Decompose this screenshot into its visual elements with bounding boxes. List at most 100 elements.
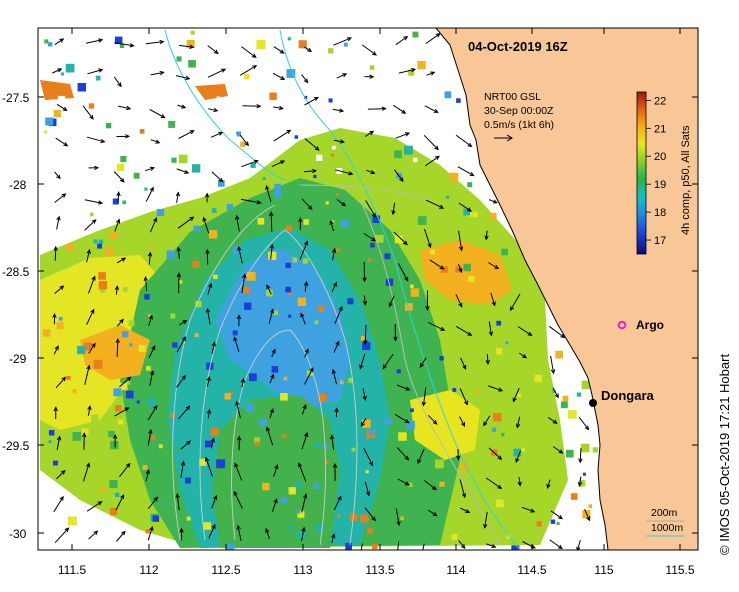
current-vector: [333, 37, 353, 46]
sst-pixel: [463, 263, 471, 272]
sst-pixel: [213, 274, 218, 279]
sst-pixel: [60, 72, 64, 76]
sst-pixel: [576, 392, 581, 397]
sst-pixel: [211, 208, 217, 213]
sst-pixel: [408, 69, 415, 76]
current-vector: [382, 353, 394, 370]
sst-pixel: [142, 465, 148, 470]
sst-pixel: [254, 437, 260, 444]
current-vector: [393, 323, 398, 342]
sst-pixel: [303, 219, 309, 225]
sst-pixel: [328, 48, 334, 54]
current-vector: [56, 103, 68, 111]
current-vector: [269, 408, 274, 419]
sst-pixel: [112, 198, 119, 205]
sst-pixel: [496, 320, 502, 326]
sst-pixel: [65, 63, 75, 73]
sst-pixel: [88, 490, 94, 496]
current-vector: [456, 448, 461, 461]
y-tick-label: -27.5: [2, 91, 30, 105]
current-vector: [303, 280, 309, 292]
sst-pixel: [489, 243, 493, 247]
credit-text: © IMOS 05-Oct-2019 17:21 Hobart: [717, 354, 732, 555]
colorbar-label: 4h comp, p50, All Sats: [680, 125, 692, 235]
current-vector: [236, 524, 242, 542]
current-vector: [304, 138, 320, 151]
current-vector: [235, 400, 241, 419]
current-vector: [54, 527, 70, 544]
current-vector: [458, 230, 464, 252]
sst-pixel: [468, 276, 475, 283]
sst-pixel: [208, 230, 218, 239]
current-vector: [86, 136, 106, 143]
sst-pixel: [90, 212, 94, 217]
sst-pixel: [417, 61, 426, 70]
sst-pixel: [280, 393, 288, 401]
map-title: 04-Oct-2019 16Z: [468, 39, 568, 54]
sst-pixel: [304, 95, 308, 99]
sst-pixel: [178, 154, 188, 164]
sst-pixel: [282, 434, 287, 439]
sst-pixel: [274, 89, 282, 97]
sst-pixel: [312, 267, 316, 271]
sst-pixel: [250, 162, 256, 168]
current-vector: [485, 354, 490, 366]
current-vector: [303, 46, 313, 53]
sst-pixel: [239, 149, 244, 155]
sst-pixel: [139, 129, 145, 134]
sst-pixel: [231, 112, 236, 117]
sst-pixel: [472, 212, 478, 218]
current-vector: [147, 428, 153, 446]
sst-pixel: [521, 447, 525, 452]
current-vector: [459, 416, 466, 428]
current-vector: [424, 155, 440, 167]
current-scale-arrow: [494, 134, 513, 142]
current-vector: [332, 108, 345, 113]
current-vector: [398, 68, 417, 74]
current-vector: [299, 240, 309, 260]
sst-pixel: [285, 262, 291, 269]
sst-pixel: [232, 330, 238, 336]
sst-pixel: [72, 432, 82, 441]
sst-pixel: [53, 110, 61, 118]
sst-pixel: [285, 286, 291, 293]
sst-pixel: [98, 281, 108, 290]
current-vector: [335, 169, 354, 176]
sst-pixel: [244, 302, 252, 310]
sst-pixel: [100, 136, 109, 144]
current-vector: [460, 357, 467, 370]
sst-pixel: [56, 322, 64, 330]
sst-pixel: [375, 234, 384, 243]
sst-pixel: [343, 42, 348, 47]
sst-pixel: [410, 288, 420, 297]
current-vector: [363, 447, 374, 467]
sst-pixel: [339, 104, 344, 110]
sst-pixel: [501, 248, 508, 256]
sst-pixel: [314, 373, 321, 380]
current-vector: [273, 129, 292, 142]
sst-pixel: [562, 395, 569, 402]
sst-pixel: [422, 126, 430, 134]
sst-pixel: [106, 161, 113, 168]
sst-pixel: [456, 98, 461, 103]
sst-pixel: [205, 136, 209, 140]
sst-pixel: [298, 40, 307, 49]
current-vector: [429, 259, 445, 270]
sst-pixel: [61, 129, 70, 138]
current-vector: [458, 202, 472, 212]
current-vector: [273, 464, 279, 477]
sst-pixel: [68, 516, 77, 526]
current-vector: [236, 314, 242, 327]
sst-pixel: [534, 374, 542, 383]
sst-pixel: [145, 529, 150, 534]
sst-pixel: [274, 191, 282, 198]
x-tick-label: 112.5: [211, 563, 240, 577]
current-vector: [517, 326, 533, 337]
current-vector: [362, 388, 367, 402]
depth-legend-200m: 200m: [651, 507, 678, 519]
x-tick-label: 113: [293, 563, 312, 577]
sst-pixel: [398, 432, 407, 441]
current-vector: [517, 477, 522, 487]
current-vector: [271, 348, 276, 358]
sst-pixel: [556, 522, 560, 526]
